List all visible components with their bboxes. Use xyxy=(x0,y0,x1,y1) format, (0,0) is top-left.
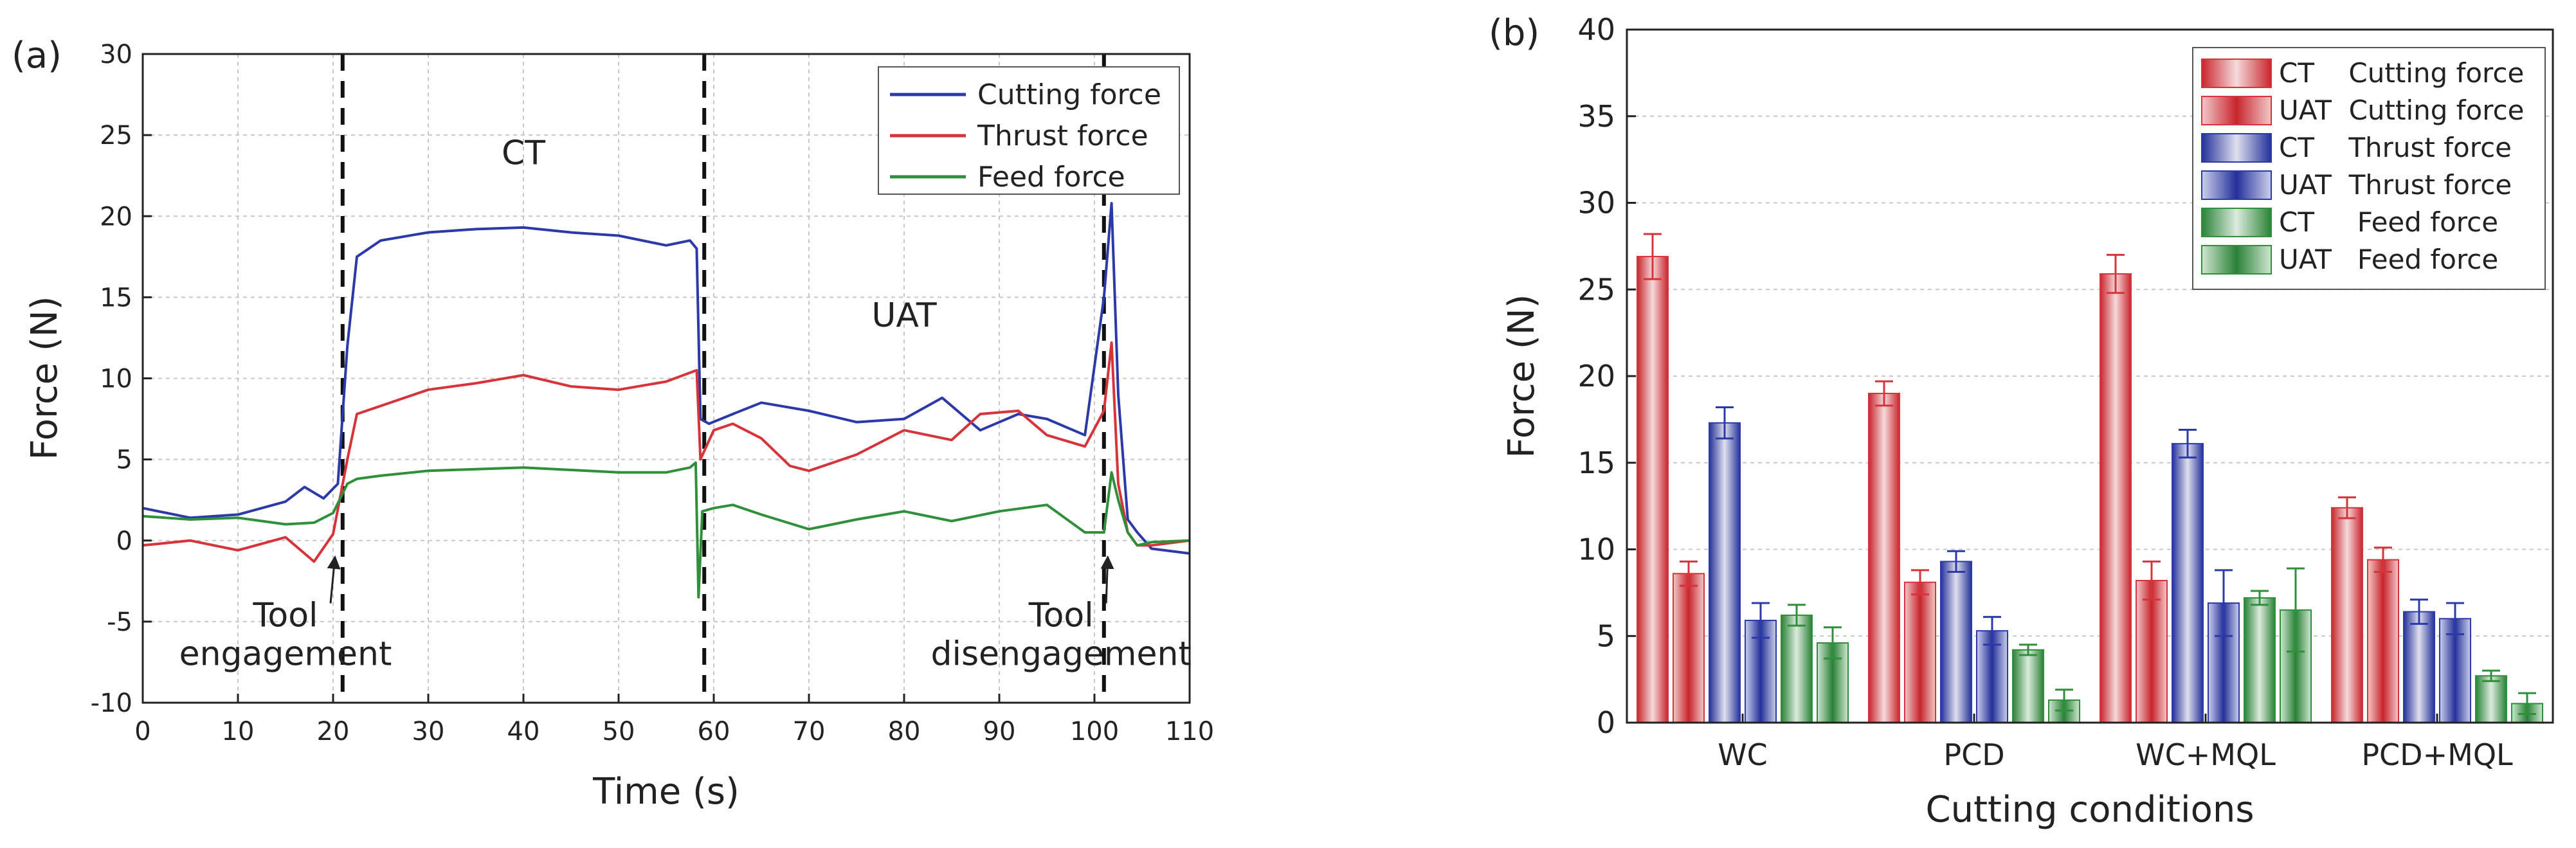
x-tick-label: 60 xyxy=(698,717,730,746)
x-tick-label: 0 xyxy=(134,717,150,746)
x-tick-label: PCD xyxy=(1943,737,2004,772)
y-tick-label: 20 xyxy=(1577,359,1615,393)
x-tick-label: 30 xyxy=(412,717,445,746)
y-tick-label: 5 xyxy=(116,446,132,475)
y-tick-label: 30 xyxy=(100,40,132,69)
bar-wc-ct-cutting-force xyxy=(1637,256,1669,724)
panel-a-y-axis-label: Force (N) xyxy=(24,296,66,460)
legend-label: UAT Cutting force xyxy=(2279,95,2525,126)
x-tick-label: 90 xyxy=(983,717,1016,746)
panel-b-x-axis-label: Cutting conditions xyxy=(1926,789,2254,831)
legend-swatch-ct-thrust-force xyxy=(2201,133,2272,163)
y-tick-label: 35 xyxy=(1577,99,1615,134)
bar-wc-uat-cutting-force xyxy=(1673,573,1705,723)
bar-wc-mql-ct-thrust-force xyxy=(2172,443,2204,723)
y-tick-label: -5 xyxy=(107,608,132,637)
bar-pcd-ct-thrust-force xyxy=(1940,561,1972,723)
legend-swatch-uat-feed-force xyxy=(2201,245,2272,275)
legend-label: UAT Feed force xyxy=(2279,244,2498,275)
annotation-text: Tool xyxy=(252,596,318,635)
panel-b-label: (b) xyxy=(1489,12,1539,54)
series-line-cutting-force xyxy=(142,202,1190,555)
y-tick-label: 15 xyxy=(1577,446,1615,480)
bar-wc-mql-ct-feed-force xyxy=(2244,597,2276,724)
bar-pcd-ct-cutting-force xyxy=(1868,392,1900,723)
legend-label: CT Thrust force xyxy=(2279,132,2512,163)
bar-pcd-uat-cutting-force xyxy=(1904,581,1936,724)
x-tick-label: 100 xyxy=(1070,717,1119,746)
annotation-text: engagement xyxy=(179,635,392,673)
panel-b-legend: CT Cutting force UAT Cutting force CT Thru… xyxy=(2192,47,2546,290)
y-tick-label: 40 xyxy=(1577,12,1615,47)
panel-a-label: (a) xyxy=(12,35,62,77)
series-line-thrust-force xyxy=(142,341,1190,563)
panel-b-bars xyxy=(1637,233,2543,724)
y-tick-label: 30 xyxy=(1577,186,1615,221)
y-tick-label: 15 xyxy=(100,283,132,312)
legend-label: CT Feed force xyxy=(2279,206,2498,238)
bar-wc-ct-feed-force xyxy=(1781,614,1813,723)
legend-swatch-ct-cutting-force xyxy=(2201,59,2272,88)
x-tick-label: 40 xyxy=(507,717,540,746)
y-tick-label: 0 xyxy=(1597,705,1615,740)
y-tick-label: 0 xyxy=(116,527,132,556)
x-tick-label: 110 xyxy=(1165,717,1214,746)
bar-pcd-mql-ct-cutting-force xyxy=(2331,507,2363,723)
y-tick-label: 25 xyxy=(1577,272,1615,307)
annotation-text: UAT xyxy=(871,296,937,335)
x-tick-label: WC+MQL xyxy=(2136,737,2276,772)
legend-label: Thrust force xyxy=(977,120,1148,152)
legend-swatch-uat-cutting-force xyxy=(2201,96,2272,125)
panel-a-line-chart: (a) 0 10 20 30 40 50 60 70 80 90 100 110 -10 -5 0 5 10 15… xyxy=(12,35,1214,813)
panel-b-bar-chart: (b) 0 5 10 15 20 25 30 35 40 WC PCD WC+MQL PCD+MQL C… xyxy=(1489,12,2554,831)
bar-wc-ct-thrust-force xyxy=(1709,422,1741,723)
legend-label: UAT Thrust force xyxy=(2279,169,2512,201)
bar-pcd-mql-ct-feed-force xyxy=(2475,675,2507,723)
bar-wc-mql-ct-cutting-force xyxy=(2100,273,2132,723)
panel-b-y-axis-label: Force (N) xyxy=(1501,294,1543,458)
panel-a-legend: Cutting force Thrust force Feed force xyxy=(878,66,1180,195)
annotation-arrow xyxy=(327,555,341,604)
x-tick-label: 70 xyxy=(793,717,826,746)
bar-wc-mql-uat-cutting-force xyxy=(2136,580,2168,724)
panel-b-ticks: 0 5 10 15 20 25 30 35 40 WC PCD WC+MQL PCD+MQL xyxy=(1577,12,2513,772)
x-tick-label: 20 xyxy=(317,717,350,746)
bar-pcd-mql-uat-thrust-force xyxy=(2439,618,2471,723)
y-tick-label: 20 xyxy=(100,202,132,231)
panel-a-series xyxy=(142,202,1190,599)
legend-label: Cutting force xyxy=(977,78,1161,111)
series-line-feed-force xyxy=(142,461,1190,599)
y-tick-label: 25 xyxy=(100,121,132,150)
annotation-text: CT xyxy=(502,134,545,173)
x-tick-label: 10 xyxy=(222,717,255,746)
x-tick-label: 50 xyxy=(603,717,635,746)
annotation-arrow xyxy=(1100,555,1114,604)
y-tick-label: -10 xyxy=(91,689,132,718)
legend-swatch-uat-thrust-force xyxy=(2201,170,2272,200)
legend-label: CT Cutting force xyxy=(2279,57,2524,89)
x-tick-label: PCD+MQL xyxy=(2361,737,2513,772)
legend-swatch-ct-feed-force xyxy=(2201,208,2272,237)
annotation-text: Tool xyxy=(1028,596,1094,635)
legend-box xyxy=(878,66,1180,195)
bar-pcd-mql-uat-cutting-force xyxy=(2367,559,2399,723)
bar-pcd-mql-ct-thrust-force xyxy=(2403,611,2435,724)
x-tick-label: 80 xyxy=(888,717,921,746)
y-tick-label: 5 xyxy=(1597,618,1615,653)
bar-pcd-ct-feed-force xyxy=(2012,649,2044,723)
y-tick-label: 10 xyxy=(1577,532,1615,567)
annotation-text: disengagement xyxy=(931,635,1192,673)
panel-a-ticks: 0 10 20 30 40 50 60 70 80 90 100 110 -10 -5 0 5 10 15 20 25… xyxy=(91,40,1215,746)
panel-a-x-axis-label: Time (s) xyxy=(592,771,739,813)
y-tick-label: 10 xyxy=(100,365,132,394)
legend-label: Feed force xyxy=(977,161,1125,194)
x-tick-label: WC xyxy=(1718,737,1768,772)
